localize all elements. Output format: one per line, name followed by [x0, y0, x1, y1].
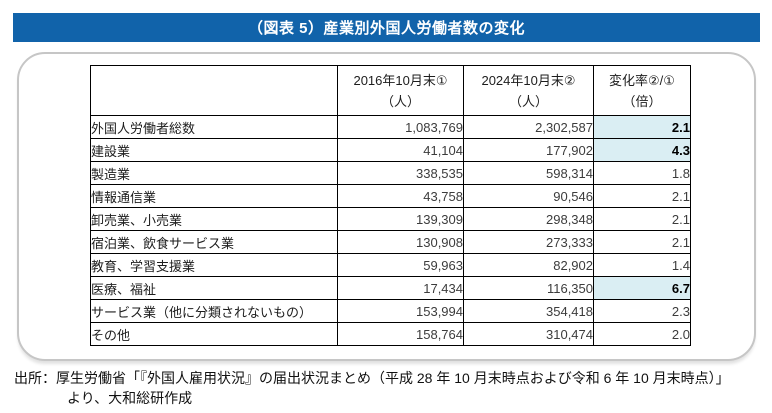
ratio-cell: 1.4 — [593, 253, 691, 277]
table-row: 建設業 41,104 177,902 4.3 — [90, 138, 691, 162]
source-line-2: より、大和総研作成 — [67, 390, 193, 406]
header-industry — [90, 65, 338, 116]
ratio-cell: 2.1 — [593, 184, 691, 208]
table-header: 2016年10月末① （人） 2024年10月末② （人） 変化率②/① （倍） — [90, 65, 691, 116]
source-line-1: 出所：厚生労働省「『外国人雇用状況』の届出状況まとめ（平成 28 年 10 月末… — [14, 370, 730, 386]
header-line2: （人） — [380, 93, 420, 109]
table-body: 外国人労働者総数 1,083,769 2,302,587 2.1 建設業 41,… — [90, 115, 691, 346]
header-2016: 2016年10月末① （人） — [337, 65, 464, 116]
value-2016-cell: 17,434 — [337, 276, 464, 300]
header-line1: 変化率②/① — [609, 72, 675, 88]
industry-label-cell: サービス業（他に分類されないもの） — [90, 299, 338, 323]
industry-label-cell: 宿泊業、飲食サービス業 — [90, 230, 338, 254]
value-2016-cell: 43,758 — [337, 184, 464, 208]
figure-title-bar: （図表 5）産業別外国人労働者数の変化 — [13, 13, 760, 42]
source-note: 出所：厚生労働省「『外国人雇用状況』の届出状況まとめ（平成 28 年 10 月末… — [14, 368, 730, 408]
value-2024-cell: 2,302,587 — [463, 115, 594, 139]
ratio-cell: 2.1 — [593, 115, 691, 139]
industry-label-cell: 情報通信業 — [90, 184, 338, 208]
industry-label-cell: その他 — [90, 322, 338, 346]
value-2024-cell: 354,418 — [463, 299, 594, 323]
header-line1: 2016年10月末① — [353, 72, 448, 88]
value-2024-cell: 82,902 — [463, 253, 594, 277]
header-ratio: 変化率②/① （倍） — [593, 65, 691, 116]
table-row: サービス業（他に分類されないもの） 153,994 354,418 2.3 — [90, 299, 691, 323]
value-2016-cell: 158,764 — [337, 322, 464, 346]
header-row: 2016年10月末① （人） 2024年10月末② （人） 変化率②/① （倍） — [90, 65, 691, 116]
value-2016-cell: 1,083,769 — [337, 115, 464, 139]
header-line2: （人） — [508, 93, 548, 109]
data-table: 2016年10月末① （人） 2024年10月末② （人） 変化率②/① （倍）… — [90, 65, 691, 346]
value-2016-cell: 59,963 — [337, 253, 464, 277]
figure-title: （図表 5）産業別外国人労働者数の変化 — [247, 20, 525, 37]
table-row: 製造業 338,535 598,314 1.8 — [90, 161, 691, 185]
ratio-cell: 2.3 — [593, 299, 691, 323]
value-2024-cell: 116,350 — [463, 276, 594, 300]
value-2024-cell: 177,902 — [463, 138, 594, 162]
header-line1: 2024年10月末② — [481, 72, 576, 88]
industry-label-cell: 教育、学習支援業 — [90, 253, 338, 277]
value-2016-cell: 139,309 — [337, 207, 464, 231]
industry-label-cell: 外国人労働者総数 — [90, 115, 338, 139]
header-line2: （倍） — [622, 93, 662, 109]
industry-label-cell: 製造業 — [90, 161, 338, 185]
value-2024-cell: 298,348 — [463, 207, 594, 231]
industry-label-cell: 建設業 — [90, 138, 338, 162]
value-2016-cell: 130,908 — [337, 230, 464, 254]
value-2024-cell: 598,314 — [463, 161, 594, 185]
table-row: 教育、学習支援業 59,963 82,902 1.4 — [90, 253, 691, 277]
value-2024-cell: 273,333 — [463, 230, 594, 254]
value-2016-cell: 153,994 — [337, 299, 464, 323]
value-2016-cell: 41,104 — [337, 138, 464, 162]
industry-label-cell: 医療、福祉 — [90, 276, 338, 300]
table-row: 医療、福祉 17,434 116,350 6.7 — [90, 276, 691, 300]
header-2024: 2024年10月末② （人） — [463, 65, 594, 116]
table-row: 卸売業、小売業 139,309 298,348 2.1 — [90, 207, 691, 231]
value-2024-cell: 90,546 — [463, 184, 594, 208]
ratio-cell: 2.0 — [593, 322, 691, 346]
value-2016-cell: 338,535 — [337, 161, 464, 185]
table-row: 外国人労働者総数 1,083,769 2,302,587 2.1 — [90, 115, 691, 139]
industry-label-cell: 卸売業、小売業 — [90, 207, 338, 231]
table-row: その他 158,764 310,474 2.0 — [90, 322, 691, 346]
ratio-cell: 4.3 — [593, 138, 691, 162]
table-row: 宿泊業、飲食サービス業 130,908 273,333 2.1 — [90, 230, 691, 254]
value-2024-cell: 310,474 — [463, 322, 594, 346]
ratio-cell: 6.7 — [593, 276, 691, 300]
ratio-cell: 2.1 — [593, 207, 691, 231]
ratio-cell: 1.8 — [593, 161, 691, 185]
table-row: 情報通信業 43,758 90,546 2.1 — [90, 184, 691, 208]
ratio-cell: 2.1 — [593, 230, 691, 254]
